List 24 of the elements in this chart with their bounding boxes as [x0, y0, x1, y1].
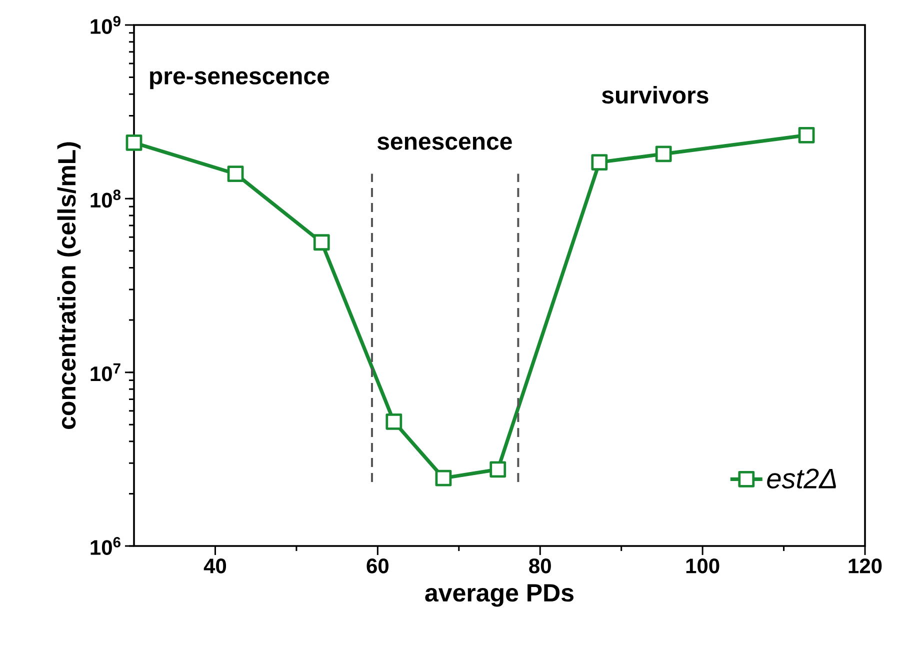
- y-tick-label: 10$^{9}$: [90, 16, 120, 34]
- y-tick-label: 10$^{8}$: [90, 190, 121, 208]
- x-tick-label: 40: [204, 558, 226, 574]
- x-tick-label: 60: [366, 558, 388, 574]
- point: [126, 134, 142, 151]
- annotation: survivors: [602, 86, 708, 104]
- point: [313, 234, 330, 251]
- y-axis-title: concentration (cells/mL): [57, 142, 81, 429]
- y-tick-label: 10$^{6}$: [90, 537, 120, 555]
- point: [435, 470, 452, 486]
- x-axis-title: average PDs: [425, 584, 574, 607]
- point: [386, 413, 402, 430]
- y-tick-label: 10$^{7}$: [90, 363, 120, 382]
- point: [490, 461, 506, 478]
- x-tick-label: 120: [848, 558, 882, 574]
- point: [655, 146, 672, 162]
- legend-label: est2Δ: [767, 468, 836, 488]
- x-tick-label: 80: [529, 558, 551, 574]
- annotation: senescence: [377, 136, 512, 150]
- x-tick-label: 100: [686, 558, 720, 574]
- point: [591, 154, 608, 170]
- point: [798, 126, 815, 144]
- point: [227, 166, 244, 182]
- annotation: pre-senescence: [150, 71, 330, 90]
